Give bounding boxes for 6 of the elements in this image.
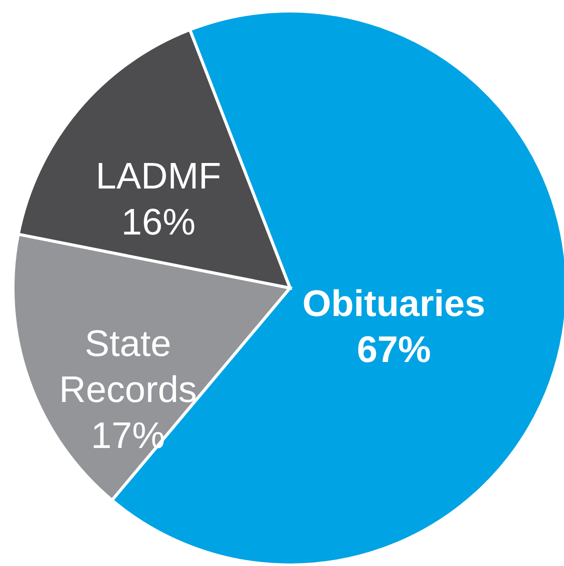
- slice-label: State Records: [59, 323, 197, 410]
- slice-label: Obituaries: [302, 283, 486, 324]
- data-label: 16%: [121, 202, 196, 243]
- data-label: 67%: [356, 329, 431, 370]
- data-label: 17%: [90, 415, 166, 456]
- slice-label: LADMF: [96, 156, 222, 197]
